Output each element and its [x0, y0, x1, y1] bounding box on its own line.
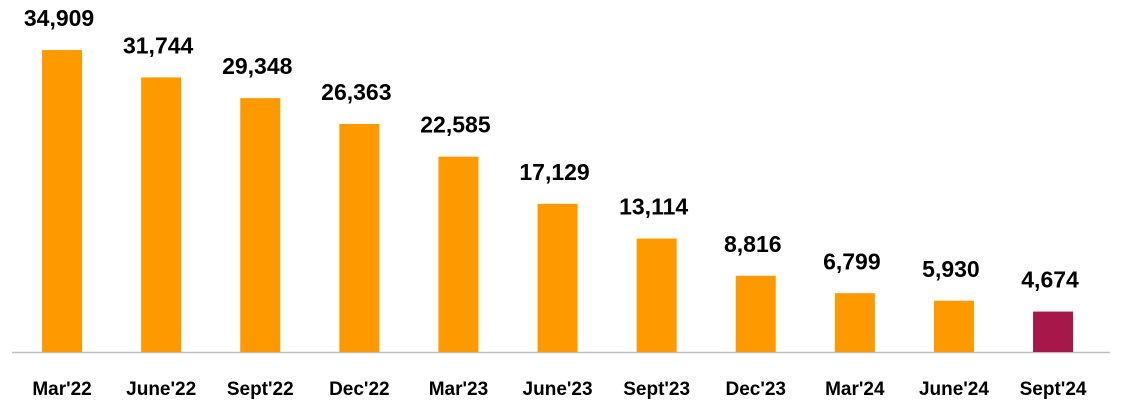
- bar: [537, 203, 578, 352]
- x-tick-label: Mar'24: [825, 379, 885, 400]
- value-label: 31,744: [123, 32, 194, 58]
- x-tick-label: Sept'24: [1020, 379, 1087, 400]
- bar: [933, 300, 974, 352]
- value-label: 34,909: [24, 5, 94, 31]
- bar: [339, 123, 380, 352]
- x-tick-label: Dec'23: [725, 379, 786, 400]
- x-tick-label: Dec'22: [329, 379, 390, 400]
- x-tick-label: June'24: [919, 379, 989, 400]
- value-label: 26,363: [321, 79, 391, 105]
- value-label: 5,930: [922, 256, 980, 282]
- x-tick-label: June'22: [126, 379, 196, 400]
- x-tick-label: Sept'22: [227, 379, 294, 400]
- x-tick-label: June'23: [523, 379, 593, 400]
- bar: [834, 293, 875, 352]
- x-tick-label: Sept'23: [623, 379, 690, 400]
- bar: [42, 50, 83, 353]
- value-label: 22,585: [420, 112, 491, 138]
- value-label: 4,674: [1021, 267, 1079, 293]
- x-tick-label: Mar'22: [32, 379, 91, 400]
- bar: [636, 238, 677, 352]
- bar: [240, 98, 281, 352]
- bar: [735, 275, 776, 352]
- bar: [1033, 311, 1074, 352]
- bar: [438, 156, 479, 352]
- bar: [141, 77, 182, 352]
- value-label: 17,129: [519, 159, 589, 185]
- value-label: 29,348: [222, 53, 293, 79]
- x-tick-label: Mar'23: [429, 379, 488, 400]
- value-label: 6,799: [823, 248, 881, 274]
- value-label: 13,114: [619, 194, 688, 220]
- value-label: 8,816: [724, 231, 782, 257]
